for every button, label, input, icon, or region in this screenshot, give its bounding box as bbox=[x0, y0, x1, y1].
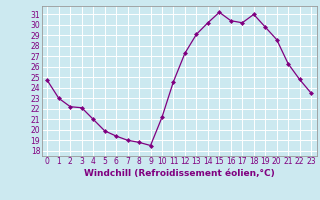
X-axis label: Windchill (Refroidissement éolien,°C): Windchill (Refroidissement éolien,°C) bbox=[84, 169, 275, 178]
